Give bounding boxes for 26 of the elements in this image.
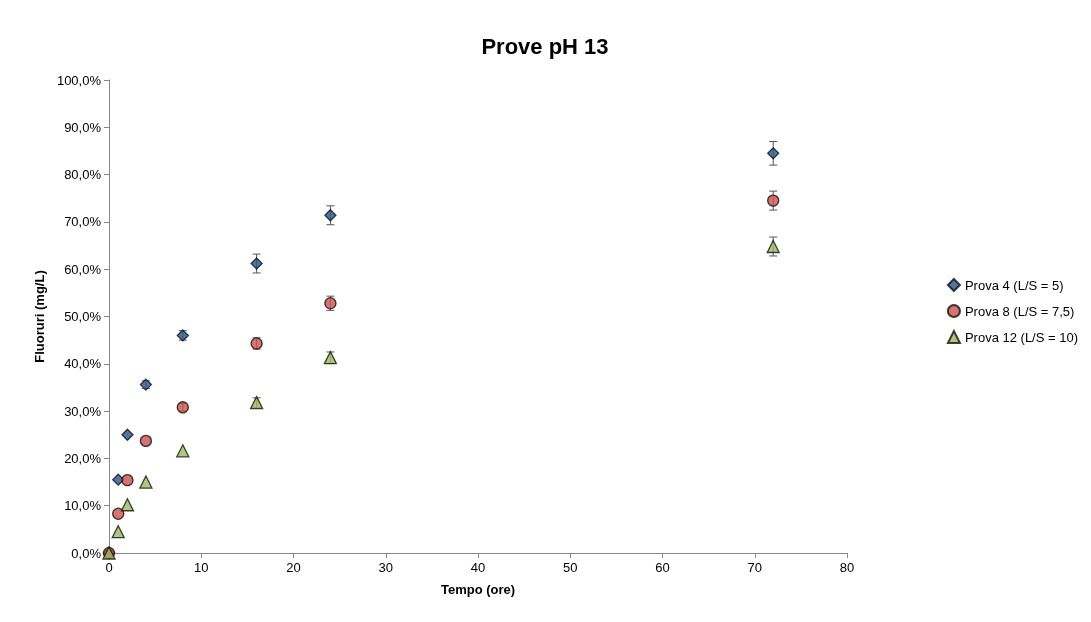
- x-tick-label: 80: [839, 560, 855, 575]
- y-tick-label: 20,0%: [64, 450, 102, 466]
- y-tick-label: 100,0%: [56, 72, 102, 88]
- x-tick-label: 0: [105, 560, 113, 575]
- y-tick-label: 70,0%: [64, 214, 102, 230]
- y-tick-label: 40,0%: [64, 356, 102, 372]
- y-tick-label: 30,0%: [64, 403, 102, 419]
- y-axis-title: Fluoruri (mg/L): [32, 270, 48, 363]
- y-tick-label: 90,0%: [64, 119, 102, 135]
- legend-label: Prova 8 (L/S = 7,5): [964, 303, 1075, 319]
- y-tick-label: 0,0%: [71, 545, 102, 561]
- legend-label: Prova 4 (L/S = 5): [964, 277, 1064, 293]
- legend-label: Prova 12 (L/S = 10): [964, 329, 1078, 345]
- y-tick-label: 50,0%: [64, 309, 102, 324]
- x-tick-label: 60: [655, 560, 670, 575]
- x-tick-label: 30: [378, 560, 393, 575]
- x-axis-title: Tempo (ore): [440, 582, 516, 597]
- x-tick-label: 10: [194, 560, 209, 575]
- chart-title: Prove pH 13: [481, 33, 609, 59]
- x-tick-label: 40: [470, 560, 486, 575]
- y-tick-label: 80,0%: [64, 167, 102, 183]
- y-tick-label: 60,0%: [64, 261, 102, 277]
- x-tick-label: 70: [747, 560, 762, 575]
- x-tick-label: 50: [563, 560, 578, 575]
- y-tick-label: 10,0%: [64, 498, 102, 514]
- x-tick-label: 20: [286, 560, 301, 575]
